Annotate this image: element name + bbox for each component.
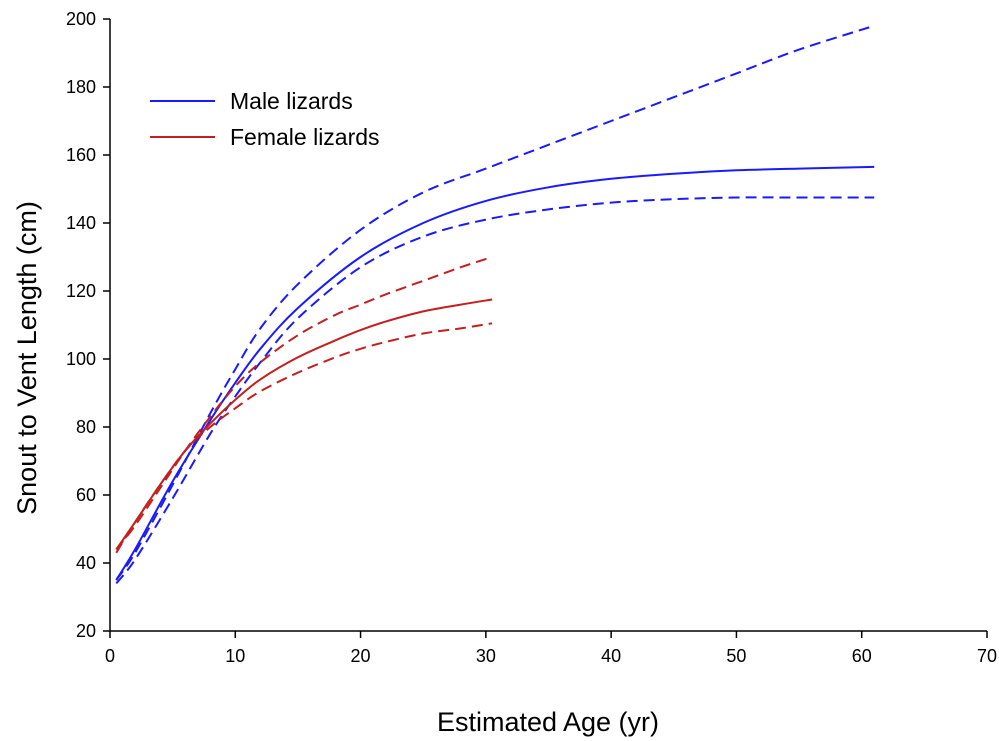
x-tick-label: 20 — [351, 646, 371, 666]
male-ci-line — [115, 196, 875, 585]
x-tick-label: 30 — [476, 646, 496, 666]
legend-label-female: Female lizards — [230, 124, 380, 150]
y-ticks: 20 40 60 80 100 120 140 160 180 200 — [66, 9, 110, 641]
legend: Male lizards Female lizards — [150, 88, 380, 150]
y-tick-label: 40 — [76, 553, 96, 573]
female-fit-line — [115, 298, 493, 550]
x-tick-label: 40 — [601, 646, 621, 666]
female-ci-line — [115, 256, 493, 551]
y-tick-label: 140 — [66, 213, 96, 233]
x-tick-label: 50 — [726, 646, 746, 666]
x-ticks: 0 10 20 30 40 50 60 70 — [105, 631, 997, 666]
x-axis-title: Estimated Age (yr) — [437, 707, 659, 737]
axes — [109, 19, 987, 632]
series-layer — [115, 24, 875, 585]
y-tick-label: 20 — [76, 621, 96, 641]
y-tick-label: 60 — [76, 485, 96, 505]
x-tick-label: 60 — [852, 646, 872, 666]
female-ci-line — [115, 322, 493, 554]
y-tick-label: 160 — [66, 145, 96, 165]
x-tick-label: 10 — [225, 646, 245, 666]
x-tick-label: 0 — [105, 646, 115, 666]
y-tick-label: 100 — [66, 349, 96, 369]
y-axis-title: Snout to Vent Length (cm) — [12, 201, 42, 515]
male-fit-line — [115, 165, 875, 581]
y-tick-label: 80 — [76, 417, 96, 437]
x-tick-label: 70 — [977, 646, 997, 666]
y-tick-label: 120 — [66, 281, 96, 301]
legend-label-male: Male lizards — [230, 88, 353, 114]
y-tick-label: 200 — [66, 9, 96, 29]
male-ci-line — [115, 24, 875, 581]
y-tick-label: 180 — [66, 77, 96, 97]
